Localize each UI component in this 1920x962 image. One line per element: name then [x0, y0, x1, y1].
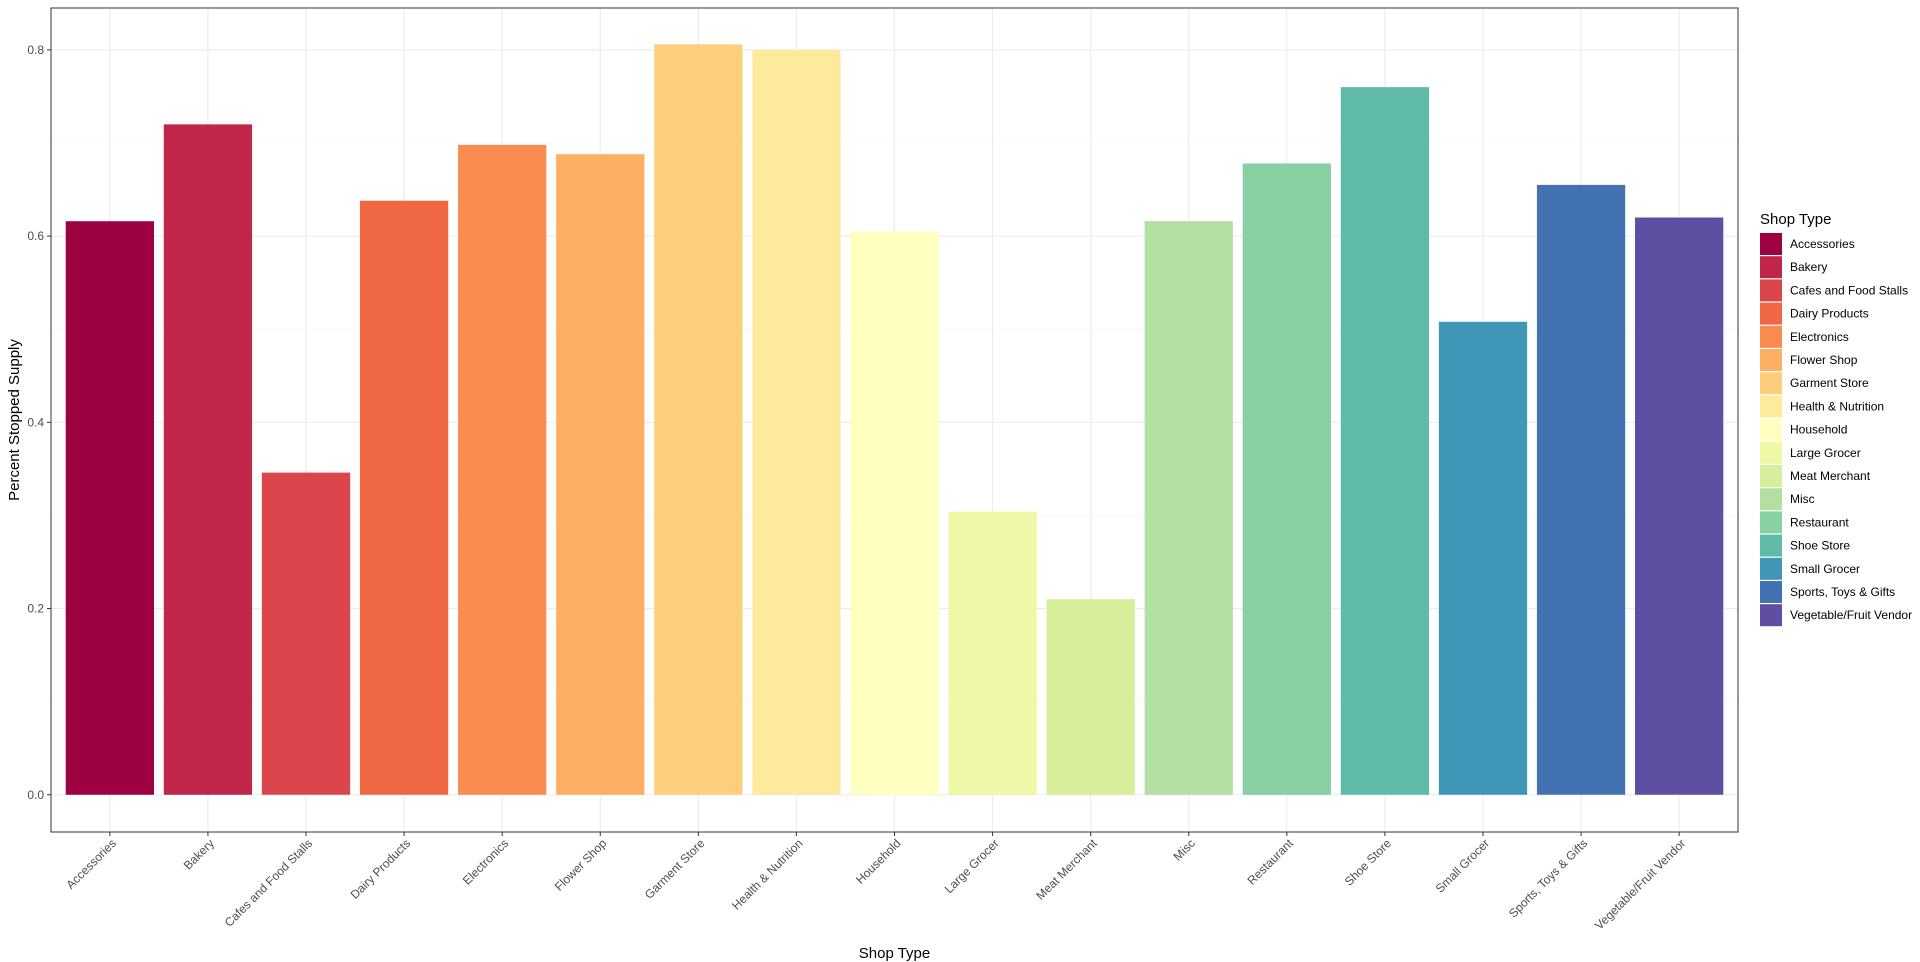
x-tick-label: Vegetable/Fruit Vendor [1592, 836, 1688, 932]
bar-4 [359, 200, 449, 795]
legend-label: Flower Shop [1790, 353, 1858, 367]
legend-key [1760, 581, 1782, 603]
bar-7 [654, 44, 743, 795]
x-tick-label: Household [853, 836, 903, 886]
x-tick-label: Shoe Store [1342, 836, 1395, 889]
legend-key [1760, 302, 1782, 325]
legend-key [1760, 604, 1782, 627]
legend-key [1760, 279, 1782, 302]
legend-label: Health & Nutrition [1790, 399, 1884, 413]
legend-key [1760, 488, 1782, 511]
bar-2 [163, 124, 253, 795]
bar-3 [261, 472, 351, 795]
x-tick-label: Bakery [181, 836, 217, 872]
legend-label: Vegetable/Fruit Vendor [1790, 608, 1912, 622]
bar-13 [1242, 163, 1331, 795]
bar-15 [1438, 321, 1528, 795]
legend-label: Large Grocer [1790, 446, 1861, 460]
x-tick-label: Cafes and Food Stalls [222, 836, 315, 929]
legend-key [1760, 349, 1782, 371]
bar-8 [752, 49, 841, 795]
legend-label: Electronics [1790, 330, 1849, 344]
legend-label: Small Grocer [1790, 562, 1860, 576]
legend: Shop Type Accessories Bakery Cafes and Foo… [1760, 211, 1912, 627]
legend-key [1760, 418, 1782, 441]
x-tick-label: Sports, Toys & Gifts [1506, 836, 1590, 920]
bar-12 [1144, 221, 1233, 795]
bar-9 [850, 231, 939, 795]
legend-key [1760, 511, 1782, 534]
y-tick-label: 0.6 [27, 229, 44, 243]
legend-label: Sports, Toys & Gifts [1790, 585, 1895, 599]
legend-label: Garment Store [1790, 376, 1869, 390]
legend-label: Meat Merchant [1790, 469, 1871, 483]
y-axis-title: Percent Stopped Supply [6, 339, 23, 501]
legend-key [1760, 557, 1782, 580]
legend-key [1760, 395, 1782, 418]
x-tick-label: Misc [1171, 836, 1198, 863]
legend-key [1760, 372, 1782, 395]
x-axis: Accessories Bakery Cafes and Food Stalls Da… [63, 832, 1688, 932]
legend-key [1760, 233, 1782, 255]
y-tick-label: 0.2 [27, 602, 44, 616]
legend-label: Shoe Store [1790, 539, 1850, 553]
legend-key [1760, 441, 1782, 464]
legend-label: Restaurant [1790, 515, 1849, 529]
legend-key [1760, 256, 1782, 279]
y-axis: 0.0 0.2 0.4 0.6 0.8 [27, 43, 51, 802]
x-tick-label: Flower Shop [552, 836, 610, 894]
legend-label: Bakery [1790, 260, 1827, 274]
x-axis-title: Shop Type [859, 945, 930, 962]
x-tick-label: Garment Store [642, 836, 708, 902]
legend-label: Misc [1790, 492, 1815, 506]
bars [65, 44, 1724, 795]
y-tick-label: 0.0 [27, 788, 44, 802]
legend-label: Dairy Products [1790, 307, 1869, 321]
bar-17 [1635, 217, 1724, 795]
x-tick-label: Accessories [63, 836, 119, 892]
legend-label: Cafes and Food Stalls [1790, 283, 1908, 297]
x-tick-label: Health & Nutrition [729, 836, 805, 912]
bar-1 [65, 221, 154, 795]
bar-16 [1536, 184, 1626, 795]
x-tick-label: Electronics [460, 836, 511, 887]
bar-6 [556, 154, 645, 795]
bar-14 [1340, 87, 1430, 795]
bar-5 [458, 144, 547, 795]
legend-label: Accessories [1790, 237, 1855, 251]
bar-11 [1046, 599, 1135, 795]
x-tick-label: Dairy Products [348, 836, 414, 902]
legend-key [1760, 534, 1782, 557]
legend-label: Household [1790, 423, 1847, 437]
x-tick-label: Large Grocer [942, 836, 1002, 896]
legend-title: Shop Type [1760, 211, 1831, 228]
y-tick-label: 0.8 [27, 43, 44, 57]
x-tick-label: Meat Merchant [1033, 836, 1100, 903]
x-tick-label: Small Grocer [1433, 836, 1492, 895]
legend-key [1760, 465, 1782, 487]
bar-10 [948, 511, 1037, 795]
y-tick-label: 0.4 [27, 415, 44, 429]
x-tick-label: Restaurant [1245, 836, 1297, 888]
legend-key [1760, 325, 1782, 348]
